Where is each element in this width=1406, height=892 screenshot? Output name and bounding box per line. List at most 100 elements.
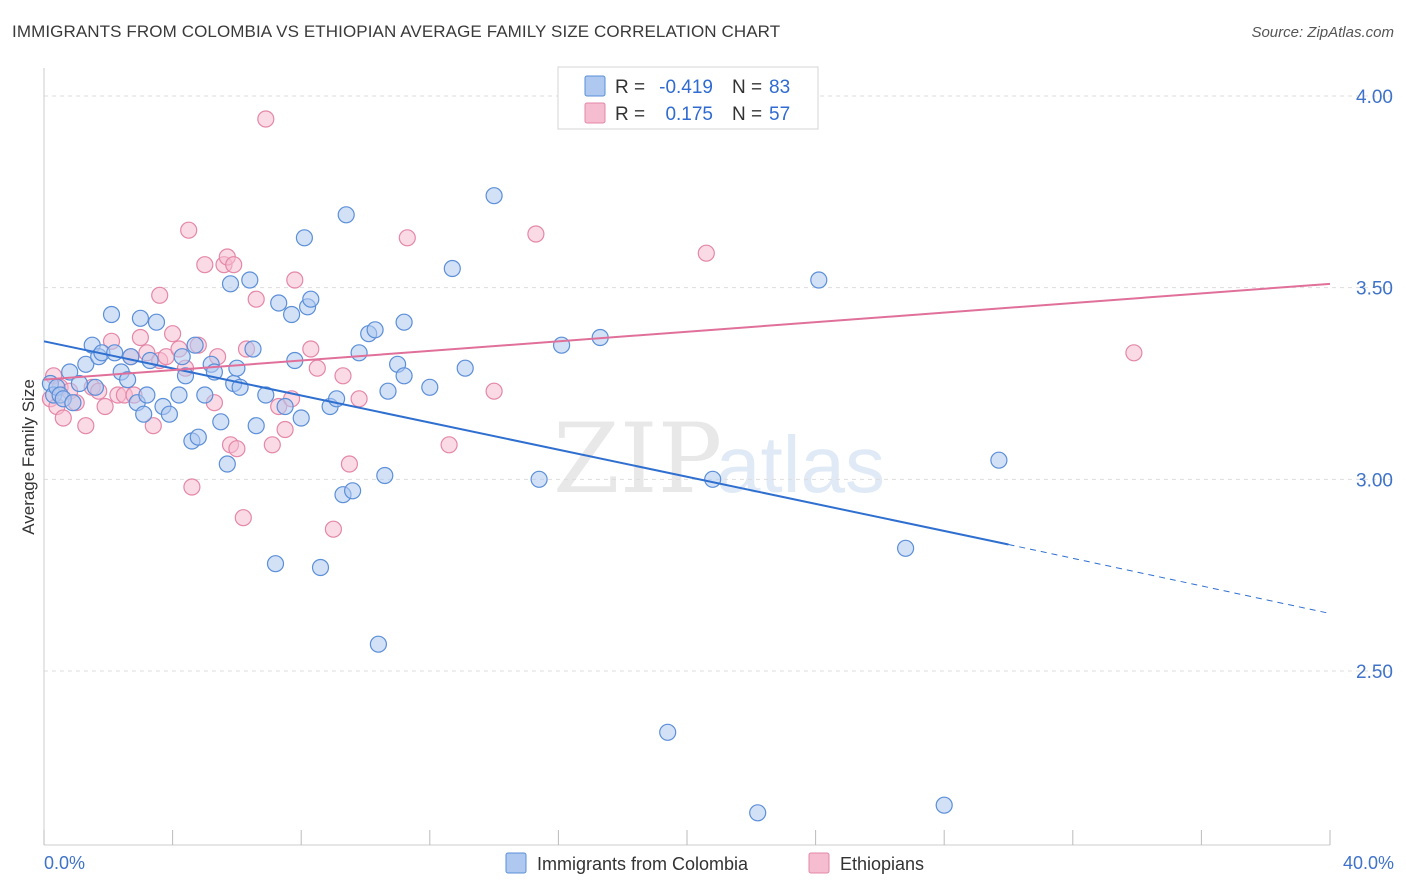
legend-r-value-pink: 0.175 [665, 104, 713, 125]
point-colombia [366, 321, 384, 339]
point-colombia [376, 466, 394, 485]
point-ethiopians [286, 271, 304, 289]
trend-line-colombia [43, 340, 1009, 546]
legend: R = -0.419 N = 83 R = 0.175 N = 57 [557, 66, 819, 130]
point-ethiopians [1125, 344, 1143, 362]
trend-lines [43, 282, 1331, 614]
point-ethiopians [697, 244, 715, 262]
point-ethiopians [302, 340, 320, 358]
legend-n-value-pink: 57 [769, 104, 790, 125]
point-colombia [344, 482, 362, 500]
legend-n-label-blue: N = [732, 77, 762, 98]
point-ethiopians [234, 509, 252, 527]
point-colombia [276, 397, 294, 416]
point-ethiopians [276, 420, 294, 439]
point-colombia [61, 363, 79, 381]
point-ethiopians [96, 397, 114, 416]
point-ethiopians [131, 328, 149, 347]
point-colombia [337, 206, 355, 224]
point-ethiopians [144, 417, 162, 435]
y-tick-label: 2.50 [1356, 662, 1393, 683]
point-colombia [102, 305, 121, 324]
y-axis-label: Average Family Size [19, 379, 38, 535]
legend-swatch-pink [584, 102, 606, 124]
point-ethiopians [183, 478, 201, 496]
watermark-zip: ZIP [553, 403, 722, 515]
legend-r-label-blue: R = [615, 77, 645, 98]
point-colombia [160, 405, 178, 423]
point-ethiopians [263, 436, 281, 454]
point-colombia [443, 259, 461, 278]
point-colombia [379, 382, 397, 400]
point-ethiopians [324, 520, 342, 538]
legend-r-label-pink: R = [615, 104, 645, 125]
point-ethiopians [77, 417, 95, 435]
point-colombia [138, 386, 156, 404]
point-ethiopians [247, 290, 265, 308]
bottom-legend-swatch-colombia [505, 852, 527, 874]
point-colombia [311, 558, 330, 577]
legend-n-value-blue: 83 [769, 77, 790, 98]
point-ethiopians [228, 440, 246, 458]
point-colombia [485, 187, 503, 205]
point-ethiopians [440, 436, 458, 454]
legend-swatch-blue [584, 75, 606, 97]
x-ticks [43, 830, 1331, 845]
point-ethiopians [257, 110, 275, 128]
point-colombia [292, 409, 310, 427]
point-ethiopians [340, 455, 358, 473]
point-colombia [266, 555, 285, 573]
point-colombia [212, 413, 230, 431]
point-colombia [369, 635, 387, 653]
point-ethiopians [485, 382, 503, 400]
bottom-legend-swatch-ethiopians [808, 852, 830, 874]
bottom-legend-label-ethiopians: Ethiopians [840, 854, 924, 874]
trend-line-ethiopians [43, 282, 1331, 381]
point-colombia [530, 470, 548, 488]
point-colombia [244, 340, 262, 358]
y-tick-label: 3.50 [1356, 279, 1393, 300]
point-colombia [141, 351, 159, 370]
point-colombia [295, 229, 313, 247]
point-colombia [186, 336, 204, 354]
x-tick-label-max: 40.0% [1343, 853, 1394, 873]
chart-title: IMMIGRANTS FROM COLOMBIA VS ETHIOPIAN AV… [12, 22, 781, 41]
point-colombia [218, 455, 236, 473]
point-colombia [196, 386, 214, 404]
point-ethiopians [151, 286, 169, 304]
watermark-atlas: atlas [716, 420, 885, 509]
point-colombia [118, 371, 137, 389]
legend-r-value-blue: -0.419 [659, 77, 713, 98]
point-ethiopians [350, 390, 368, 408]
point-colombia [64, 394, 82, 412]
point-colombia [456, 359, 474, 377]
point-colombia [135, 405, 153, 423]
point-colombia [704, 470, 722, 488]
point-colombia [147, 313, 166, 331]
x-tick-label-min: 0.0% [44, 853, 85, 873]
point-colombia [935, 796, 953, 814]
point-colombia [552, 336, 571, 354]
point-colombia [77, 355, 95, 373]
point-colombia [395, 313, 413, 331]
point-colombia [122, 348, 140, 366]
point-colombia [421, 378, 439, 396]
point-colombia [990, 451, 1008, 469]
point-colombia [810, 271, 828, 289]
legend-n-label-pink: N = [732, 104, 762, 125]
point-colombia [257, 386, 275, 404]
bottom-legend-label-colombia: Immigrants from Colombia [537, 854, 749, 874]
point-colombia [247, 417, 265, 435]
point-colombia [395, 367, 413, 385]
point-ethiopians [196, 256, 214, 274]
y-tick-label: 4.00 [1356, 87, 1393, 108]
point-colombia [170, 386, 188, 404]
point-colombia [228, 359, 246, 377]
point-colombia [189, 428, 207, 446]
y-tick-label: 3.00 [1356, 470, 1393, 491]
watermark: ZIP atlas [553, 403, 885, 515]
point-ethiopians [164, 325, 182, 343]
point-ethiopians [225, 256, 243, 274]
source-label: Source: ZipAtlas.com [1251, 24, 1394, 41]
